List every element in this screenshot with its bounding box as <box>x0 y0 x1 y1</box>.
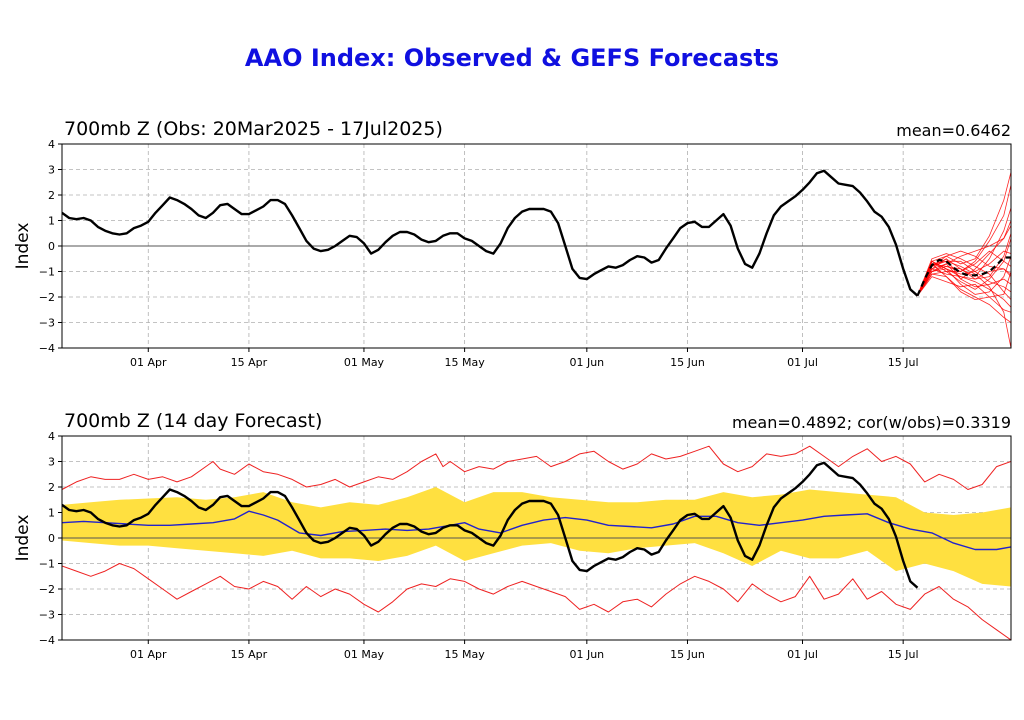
y-tick-label: 4 <box>48 430 55 443</box>
ensemble-member-line <box>917 268 1011 308</box>
y-tick-label: 4 <box>48 138 55 151</box>
series-lower-extreme-line <box>62 563 1011 640</box>
y-tick-label: −3 <box>39 609 55 622</box>
ensemble-member-line <box>917 271 1011 301</box>
ensemble-member-line <box>917 260 1011 348</box>
x-tick-label: 15 Jun <box>670 648 705 661</box>
x-tick-label: 01 Jul <box>787 356 818 369</box>
x-tick-label: 01 May <box>344 356 385 369</box>
series-upper-extreme-line <box>62 445 1011 490</box>
ensemble-spread-band <box>62 487 1011 587</box>
series-observed-line <box>62 169 919 297</box>
ensemble-member-line <box>917 258 1011 296</box>
ensemble-member-line <box>917 171 1011 296</box>
x-tick-label: 15 Apr <box>231 648 268 661</box>
y-tick-label: 1 <box>48 215 55 228</box>
y-tick-label: 2 <box>48 481 55 494</box>
ensemble-member-line <box>917 253 1011 300</box>
x-tick-label: 01 Apr <box>130 648 167 661</box>
series-forecast-mean-line <box>62 510 1011 551</box>
x-tick-label: 15 Apr <box>231 356 268 369</box>
plot-frame <box>61 143 1012 349</box>
y-tick-label: 3 <box>48 456 55 469</box>
plot-area <box>62 445 1011 640</box>
x-tick-label: 01 Apr <box>130 356 167 369</box>
figure-title: AAO Index: Observed & GEFS Forecasts <box>245 44 779 72</box>
y-tick-label: 0 <box>48 532 55 545</box>
y-tick-label: −4 <box>39 634 55 647</box>
y-tick-label: −2 <box>39 291 55 304</box>
y-tick-label: −2 <box>39 583 55 596</box>
y-tick-label: −1 <box>39 558 55 571</box>
x-tick-label: 15 Jul <box>888 356 919 369</box>
plot-area <box>62 169 1011 348</box>
y-tick-label: −1 <box>39 266 55 279</box>
panel-stat: mean=0.4892; cor(w/obs)=0.3319 <box>732 413 1011 432</box>
panel-forecast: 700mb Z (14 day Forecast) mean=0.4892; co… <box>13 410 1012 661</box>
panel-title: 700mb Z (14 day Forecast) <box>64 410 322 432</box>
x-tick-label: 15 Jul <box>888 648 919 661</box>
y-axis-label: Index <box>13 223 33 270</box>
ensemble-member-line <box>917 260 1011 296</box>
ensemble-member-line <box>917 260 1011 296</box>
x-tick-label: 15 May <box>444 648 485 661</box>
series-observed-line <box>62 461 919 589</box>
panel-observed: 700mb Z (Obs: 20Mar2025 - 17Jul2025) mean… <box>13 118 1012 369</box>
x-tick-label: 01 May <box>344 648 385 661</box>
y-axis-label: Index <box>13 515 33 562</box>
x-tick-label: 15 Jun <box>670 356 705 369</box>
ensemble-member-line <box>917 184 1011 296</box>
x-tick-label: 01 Jun <box>569 356 604 369</box>
x-tick-label: 15 May <box>444 356 485 369</box>
x-tick-label: 01 Jul <box>787 648 818 661</box>
x-tick-label: 01 Jun <box>569 648 604 661</box>
ensemble-member-line <box>917 225 1011 296</box>
panel-stat: mean=0.6462 <box>896 121 1011 140</box>
y-tick-label: 3 <box>48 164 55 177</box>
series-ensemble-mean-line <box>916 256 1011 297</box>
plot-frame <box>61 435 1012 641</box>
y-tick-label: −4 <box>39 342 55 355</box>
y-tick-label: 1 <box>48 507 55 520</box>
y-tick-label: 0 <box>48 240 55 253</box>
panel-title: 700mb Z (Obs: 20Mar2025 - 17Jul2025) <box>64 118 443 140</box>
ensemble-member-line <box>917 263 1011 323</box>
y-tick-label: 2 <box>48 189 55 202</box>
ensemble-member-line <box>917 207 1011 296</box>
y-tick-label: −3 <box>39 317 55 330</box>
